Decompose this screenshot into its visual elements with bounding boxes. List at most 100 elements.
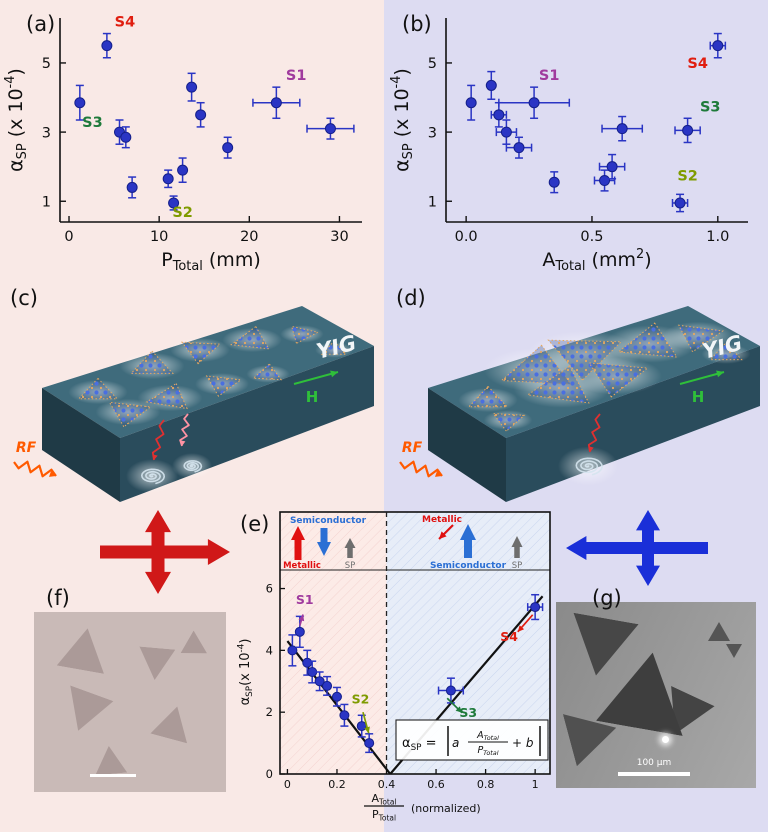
svg-text:0.8: 0.8	[477, 778, 495, 791]
data-point	[356, 721, 367, 732]
sem-flake	[57, 685, 114, 738]
panel-g-scalebar	[618, 772, 690, 776]
svg-text:S4: S4	[115, 15, 136, 31]
svg-text:S3: S3	[82, 115, 103, 131]
data-point	[530, 602, 541, 613]
svg-text:S2: S2	[677, 169, 698, 185]
2d-flake	[145, 382, 188, 410]
2d-flake	[229, 325, 270, 350]
panel-f-sem-image	[34, 612, 226, 792]
panel-f-label: (f)	[46, 586, 70, 610]
svg-text:6: 6	[266, 582, 273, 596]
svg-text:PTotal: PTotal	[477, 745, 498, 757]
svg-text:S3: S3	[459, 705, 477, 720]
yig-slab-front	[428, 388, 506, 502]
data-point	[606, 161, 618, 173]
svg-text:Metallic: Metallic	[422, 515, 462, 525]
2d-flake	[492, 413, 526, 432]
svg-text:αSP =: αSP =	[402, 736, 437, 753]
red-cross-arrow-icon	[100, 510, 230, 594]
data-point	[674, 197, 686, 209]
data-point	[186, 81, 198, 93]
svg-text:2: 2	[266, 705, 273, 719]
sem-flake	[137, 646, 176, 681]
svg-text:1: 1	[428, 194, 437, 210]
svg-text:SP: SP	[345, 561, 356, 571]
2d-flake	[180, 341, 222, 365]
data-point	[339, 710, 350, 721]
panel-e-scatter-chart: Semiconductor Metallic SP Metallic Semicondu…	[237, 511, 551, 822]
2d-flake	[526, 365, 590, 404]
data-point	[222, 142, 234, 154]
svg-text:Metallic: Metallic	[283, 561, 321, 571]
yig-slab-front	[42, 388, 120, 502]
blue-cross-arrow-icon	[566, 510, 708, 586]
2d-flake	[500, 344, 572, 385]
svg-text:Semiconductor: Semiconductor	[290, 516, 367, 526]
rf-label: RF	[402, 440, 423, 456]
svg-text:0.5: 0.5	[580, 229, 603, 245]
data-point	[465, 97, 477, 109]
data-point	[682, 124, 694, 136]
data-point	[616, 123, 628, 135]
svg-text:αSP (x 10-4): αSP (x 10-4)	[389, 68, 416, 172]
2d-flake	[709, 342, 743, 361]
svg-text:20: 20	[240, 229, 258, 245]
data-point	[712, 40, 724, 52]
2d-flake	[320, 340, 348, 355]
panel-c-label: (c)	[10, 286, 38, 310]
data-point	[126, 181, 138, 193]
data-point	[177, 164, 189, 176]
svg-text:0.4: 0.4	[378, 778, 396, 791]
data-point	[195, 109, 207, 121]
sem-bright-spot	[662, 736, 669, 743]
2d-flake	[677, 324, 725, 353]
svg-text:αSP(x 10-4): αSP(x 10-4)	[237, 639, 255, 706]
svg-text:1: 1	[532, 778, 539, 791]
svg-text:S1: S1	[296, 592, 314, 607]
panel-g-scalebar-label: 100 μm	[636, 758, 672, 768]
svg-text:(normalized): (normalized)	[411, 802, 481, 815]
svg-text:10: 10	[150, 229, 168, 245]
svg-text:1: 1	[42, 194, 51, 210]
data-point	[445, 685, 456, 696]
2d-flake	[205, 375, 243, 397]
panel-a-label: (a)	[26, 12, 56, 36]
data-point	[324, 123, 336, 135]
svg-text:a: a	[452, 736, 459, 750]
svg-text:1.0: 1.0	[706, 229, 729, 245]
rf-label: RF	[16, 440, 37, 456]
svg-text:0.6: 0.6	[427, 778, 445, 791]
2d-flake	[108, 401, 152, 428]
svg-text:ATotal: ATotal	[372, 792, 397, 806]
panel-f-scalebar	[90, 774, 136, 777]
svg-text:0.2: 0.2	[328, 778, 346, 791]
panel-e-label: (e)	[240, 512, 270, 536]
data-point	[307, 667, 318, 677]
svg-text:S1: S1	[286, 68, 307, 84]
svg-text:S2: S2	[172, 205, 193, 221]
data-point	[513, 142, 525, 154]
data-points: S1 S2 S3 S4	[465, 32, 727, 213]
data-point	[599, 175, 611, 187]
data-point	[493, 109, 505, 121]
2d-flake	[617, 322, 678, 358]
svg-text:5: 5	[428, 56, 437, 72]
svg-text:4: 4	[266, 643, 273, 657]
data-point	[101, 40, 113, 52]
sem-flake	[150, 702, 195, 744]
data-point	[528, 97, 540, 109]
panel-g-label: (g)	[592, 586, 622, 610]
svg-text:3: 3	[42, 125, 51, 141]
sem-flake	[93, 745, 127, 776]
data-point	[485, 79, 497, 91]
data-point	[287, 645, 298, 656]
2d-flake	[547, 339, 623, 381]
data-point	[500, 126, 512, 138]
2d-flake	[130, 350, 174, 374]
svg-text:0.0: 0.0	[455, 229, 478, 245]
data-point	[364, 738, 375, 749]
svg-text:ATotal: ATotal	[476, 730, 499, 742]
